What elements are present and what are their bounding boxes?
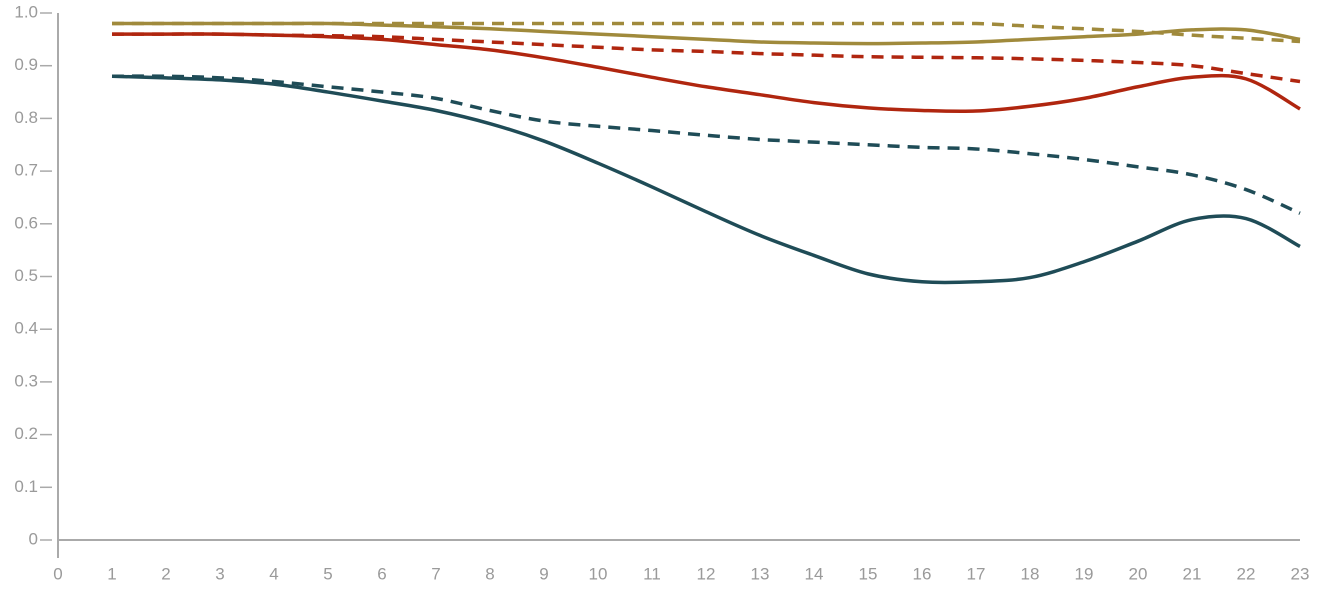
- y-tick-label: 0.7: [14, 161, 38, 180]
- x-tick-label: 5: [323, 564, 332, 583]
- x-tick-label: 19: [1075, 564, 1094, 583]
- y-tick-label: 0.9: [14, 55, 38, 74]
- x-tick-label: 1: [107, 564, 116, 583]
- x-tick-label: 22: [1237, 564, 1256, 583]
- y-tick-label: 0.3: [14, 371, 38, 390]
- x-tick-label: 18: [1021, 564, 1040, 583]
- x-tick-label: 2: [161, 564, 170, 583]
- x-tick-label: 4: [269, 564, 278, 583]
- y-tick-label: 0.5: [14, 266, 38, 285]
- x-tick-label: 7: [431, 564, 440, 583]
- x-tick-label: 0: [53, 564, 62, 583]
- x-tick-label: 12: [697, 564, 716, 583]
- x-tick-label: 21: [1183, 564, 1202, 583]
- line: [111, 74, 1301, 215]
- x-tick-label: 15: [859, 564, 878, 583]
- y-tick-label: 0: [29, 529, 38, 548]
- x-tick-label: 13: [751, 564, 770, 583]
- line: [111, 74, 1301, 285]
- y-tick-label: 0.2: [14, 424, 38, 443]
- x-tick-label: 8: [485, 564, 494, 583]
- line: [111, 32, 1301, 84]
- x-tick-label: 11: [643, 564, 661, 583]
- x-tick-label: 17: [967, 564, 986, 583]
- x-tick-label: 23: [1291, 564, 1310, 583]
- y-tick-label: 0.6: [14, 213, 38, 232]
- x-tick-label: 9: [539, 564, 548, 583]
- y-tick-label: 0.1: [14, 477, 38, 496]
- x-tick-label: 3: [215, 564, 224, 583]
- y-tick-label: 0.4: [14, 319, 38, 338]
- x-tick-label: 16: [913, 564, 932, 583]
- line: [112, 21, 1301, 46]
- line: [112, 21, 1301, 44]
- x-tick-label: 14: [805, 564, 824, 583]
- x-tick-label: 10: [589, 564, 608, 583]
- y-tick-label: 1.0: [14, 2, 38, 21]
- x-tick-label: 6: [377, 564, 386, 583]
- x-tick-label: 20: [1129, 564, 1148, 583]
- y-tick-label: 0.8: [14, 108, 38, 127]
- line: [111, 32, 1301, 114]
